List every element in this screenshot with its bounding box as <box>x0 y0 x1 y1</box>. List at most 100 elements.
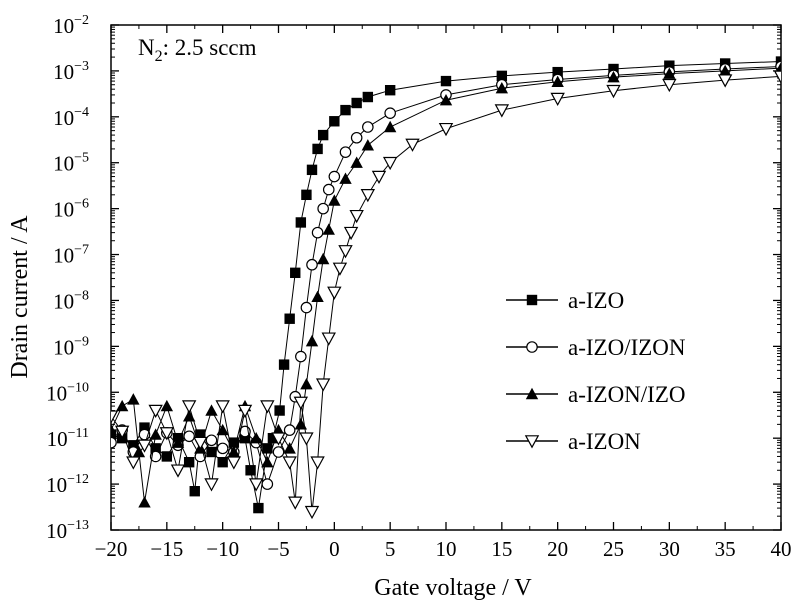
data-point <box>150 443 161 454</box>
data-point <box>193 436 208 451</box>
data-point <box>311 290 324 303</box>
data-point <box>170 464 186 478</box>
x-tick-label: 30 <box>659 537 680 561</box>
data-point <box>159 427 175 441</box>
y-tick-base: 10 <box>46 519 67 543</box>
data-point <box>332 262 348 276</box>
x-tick-label: 0 <box>329 537 340 561</box>
data-point <box>272 446 285 458</box>
y-tick-base: 10 <box>53 244 74 268</box>
series-line <box>111 75 781 512</box>
x-tick-label: 25 <box>603 537 624 561</box>
data-point <box>160 399 174 412</box>
y-tick-label: 10−7 <box>53 243 89 268</box>
data-point <box>204 478 219 492</box>
plot-area: −20 −15 −10 −5 0 5 10 15 20 25 30 35 4010−210−310−41… <box>46 13 791 561</box>
data-point <box>226 456 242 470</box>
y-tick-base: 10 <box>46 473 67 497</box>
data-point <box>299 432 314 446</box>
y-tick-label: 10−8 <box>53 288 89 313</box>
data-point <box>181 400 197 414</box>
data-point <box>262 443 273 454</box>
y-tick-exponent: −9 <box>74 334 89 349</box>
data-point <box>183 430 195 443</box>
data-point <box>371 170 387 185</box>
legend-marker <box>526 294 538 306</box>
data-point <box>237 404 253 418</box>
data-point <box>137 439 152 453</box>
data-point <box>205 434 218 447</box>
x-tick-label: −15 <box>150 537 183 561</box>
y-tick-exponent: −6 <box>74 197 89 212</box>
y-tick-exponent: −13 <box>67 518 89 533</box>
data-point <box>295 217 307 228</box>
data-point <box>182 410 196 422</box>
data-point <box>322 183 335 196</box>
data-point <box>215 400 230 414</box>
data-point <box>278 359 290 370</box>
data-point <box>327 286 342 300</box>
data-point <box>228 437 240 448</box>
data-point <box>343 226 359 241</box>
data-point <box>216 423 229 436</box>
x-tick-label: 15 <box>491 537 512 561</box>
data-point <box>383 120 397 133</box>
data-point <box>293 396 309 410</box>
data-point <box>149 450 162 463</box>
series-a-IZO/IZON <box>111 60 781 490</box>
data-point <box>206 446 217 458</box>
data-point <box>351 97 362 109</box>
x-axis-label: Gate voltage / V <box>374 575 532 601</box>
data-point <box>340 104 351 116</box>
y-tick-exponent: −11 <box>68 426 89 441</box>
data-point <box>718 64 732 77</box>
data-point <box>139 422 150 433</box>
data-point <box>288 496 303 510</box>
x-tick-label: −5 <box>267 537 289 561</box>
data-point <box>306 164 318 176</box>
data-point <box>774 61 781 74</box>
annotation-base: N <box>138 35 155 60</box>
annotation-rest: : 2.5 sccm <box>163 35 257 60</box>
x-tick-label: 35 <box>715 537 736 561</box>
y-tick-exponent: −5 <box>74 151 89 166</box>
data-point <box>328 194 341 206</box>
data-point <box>360 189 376 203</box>
x-tick-label: 40 <box>771 537 792 561</box>
data-point <box>111 436 117 449</box>
y-tick-label: 10−6 <box>53 197 89 222</box>
y-tick-base: 10 <box>53 335 74 359</box>
y-tick-base: 10 <box>47 427 68 451</box>
data-point <box>608 63 619 75</box>
data-point <box>350 156 363 168</box>
data-point <box>362 121 374 133</box>
x-tick-label: −10 <box>206 537 239 561</box>
annotation-n2-flow: N2: 2.5 sccm <box>138 35 257 65</box>
data-point <box>339 172 352 184</box>
y-tick-label: 10−4 <box>53 105 89 130</box>
data-point <box>329 116 340 127</box>
series-a-IZON <box>111 70 781 520</box>
data-point <box>195 429 206 440</box>
data-point <box>384 107 396 119</box>
data-point <box>183 456 195 468</box>
data-point <box>306 258 318 271</box>
data-point <box>300 377 313 390</box>
data-point <box>283 424 296 436</box>
x-tick-label: 20 <box>547 537 568 561</box>
y-tick-base: 10 <box>46 381 67 405</box>
y-tick-label: 10−2 <box>53 13 89 38</box>
data-point <box>551 75 564 87</box>
data-point <box>663 67 676 79</box>
data-point <box>384 85 396 96</box>
legend-label: a-IZON/IZO <box>568 382 686 407</box>
data-point <box>111 423 118 436</box>
data-point <box>189 486 200 497</box>
data-point <box>312 143 323 155</box>
data-point <box>249 431 263 444</box>
series-a-IZO <box>111 56 781 514</box>
data-point <box>111 410 119 424</box>
y-tick-exponent: −4 <box>74 105 89 120</box>
y-tick-exponent: −10 <box>67 380 89 395</box>
legend-label: a-IZON <box>568 429 641 454</box>
